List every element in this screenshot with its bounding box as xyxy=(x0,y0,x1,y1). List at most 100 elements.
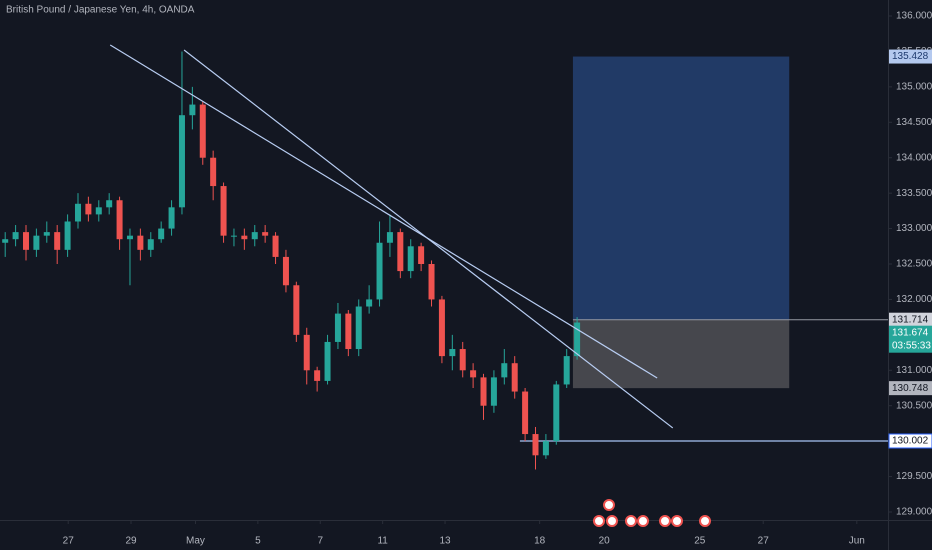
candle-body xyxy=(54,232,61,250)
x-tick-label: 18 xyxy=(534,536,546,547)
candle-body xyxy=(314,370,321,381)
candle-body xyxy=(355,306,362,350)
event-icon[interactable] xyxy=(593,515,605,527)
candle-body xyxy=(438,299,445,357)
event-icon[interactable] xyxy=(671,515,683,527)
candle-body xyxy=(480,377,487,406)
candle-body xyxy=(459,349,466,371)
candle-body xyxy=(407,246,414,272)
candle-body xyxy=(511,363,518,392)
trend-line xyxy=(109,44,658,379)
x-tick-label: 20 xyxy=(599,536,611,547)
event-icon[interactable] xyxy=(659,515,671,527)
candle-body xyxy=(366,299,373,307)
target-label: 135.428 xyxy=(892,51,929,62)
y-tick-label: 132.500 xyxy=(896,259,932,270)
x-tick-label: 27 xyxy=(758,536,770,547)
candle-body xyxy=(2,239,9,243)
target-zone xyxy=(572,56,790,320)
candle-body xyxy=(178,115,185,208)
event-icon[interactable] xyxy=(603,499,615,511)
event-icon[interactable] xyxy=(637,515,649,527)
candle-body xyxy=(33,235,40,250)
stop-label: 130.748 xyxy=(892,383,929,394)
x-tick-label: 27 xyxy=(63,536,75,547)
y-tick-label: 129.500 xyxy=(896,471,932,482)
candle-body xyxy=(334,313,341,342)
target-label-box xyxy=(889,49,932,64)
event-icon[interactable] xyxy=(699,515,711,527)
candle-body xyxy=(43,232,50,236)
candle-body xyxy=(501,363,508,378)
candle-body xyxy=(12,232,19,240)
stop-zone xyxy=(572,319,790,389)
horizontal-line-label-box xyxy=(888,433,932,449)
candle-body xyxy=(345,313,352,350)
x-tick-label: 29 xyxy=(125,536,137,547)
countdown-label-box xyxy=(889,338,932,353)
candle-body xyxy=(199,104,206,158)
y-tick-label: 133.500 xyxy=(896,188,932,199)
candle-body xyxy=(189,104,196,116)
candle-body xyxy=(376,242,383,300)
candle-body xyxy=(272,235,279,257)
event-icons[interactable] xyxy=(593,499,711,527)
stop-label-box xyxy=(889,381,932,396)
candle-body xyxy=(22,232,29,250)
x-tick-label: May xyxy=(186,536,205,547)
y-tick-label: 134.000 xyxy=(896,152,932,163)
candle-body xyxy=(418,246,425,265)
candle-body xyxy=(158,228,165,240)
candle-body xyxy=(293,285,300,335)
candle-body xyxy=(449,349,456,357)
event-icon[interactable] xyxy=(625,515,637,527)
entry-label: 131.714 xyxy=(892,314,929,325)
y-tick-label: 131.000 xyxy=(896,365,932,376)
candle-body xyxy=(563,356,570,385)
candle-body xyxy=(490,377,497,406)
candle-body xyxy=(241,235,248,240)
candle-body xyxy=(85,203,92,215)
candle-body xyxy=(553,384,560,442)
candle-body xyxy=(303,334,310,371)
y-tick-label: 134.500 xyxy=(896,117,932,128)
candle-body xyxy=(386,232,393,243)
candle-body xyxy=(116,200,123,240)
event-icon[interactable] xyxy=(606,515,618,527)
candle-body xyxy=(168,207,175,229)
candle-body xyxy=(126,235,133,240)
candle-body xyxy=(74,203,81,222)
last-price-label-box xyxy=(889,325,932,340)
y-tick-label: 133.000 xyxy=(896,223,932,234)
last-price-label: 131.674 xyxy=(892,327,929,338)
candle-body xyxy=(230,235,237,237)
candle-body xyxy=(542,441,549,456)
x-tick-label: 13 xyxy=(439,536,451,547)
x-tick-label: 11 xyxy=(377,536,388,547)
y-tick-label: 132.000 xyxy=(896,294,932,305)
chart-title: British Pound / Japanese Yen, 4h, OANDA xyxy=(6,5,195,16)
x-tick-label: 5 xyxy=(255,536,261,547)
candle-body xyxy=(574,322,581,357)
candle-body xyxy=(262,232,269,236)
x-tick-label: Jun xyxy=(849,536,865,547)
candle-body xyxy=(64,221,71,250)
candle-body xyxy=(428,264,435,300)
y-tick-label: 135.000 xyxy=(896,82,932,93)
candle-body xyxy=(470,370,477,378)
candle-body xyxy=(106,200,113,208)
trend-line xyxy=(183,49,674,429)
y-tick-label: 130.500 xyxy=(896,400,932,411)
candle-body xyxy=(137,235,144,250)
candle-body xyxy=(220,186,227,236)
candle-body xyxy=(532,434,539,456)
countdown-label: 03:55:33 xyxy=(892,340,931,351)
candle-body xyxy=(282,256,289,286)
candle-body xyxy=(397,232,404,272)
entry-label-box xyxy=(889,312,932,327)
y-tick-label: 129.000 xyxy=(896,507,932,518)
candle-body xyxy=(251,232,258,240)
y-tick-label: 136.000 xyxy=(896,11,932,22)
